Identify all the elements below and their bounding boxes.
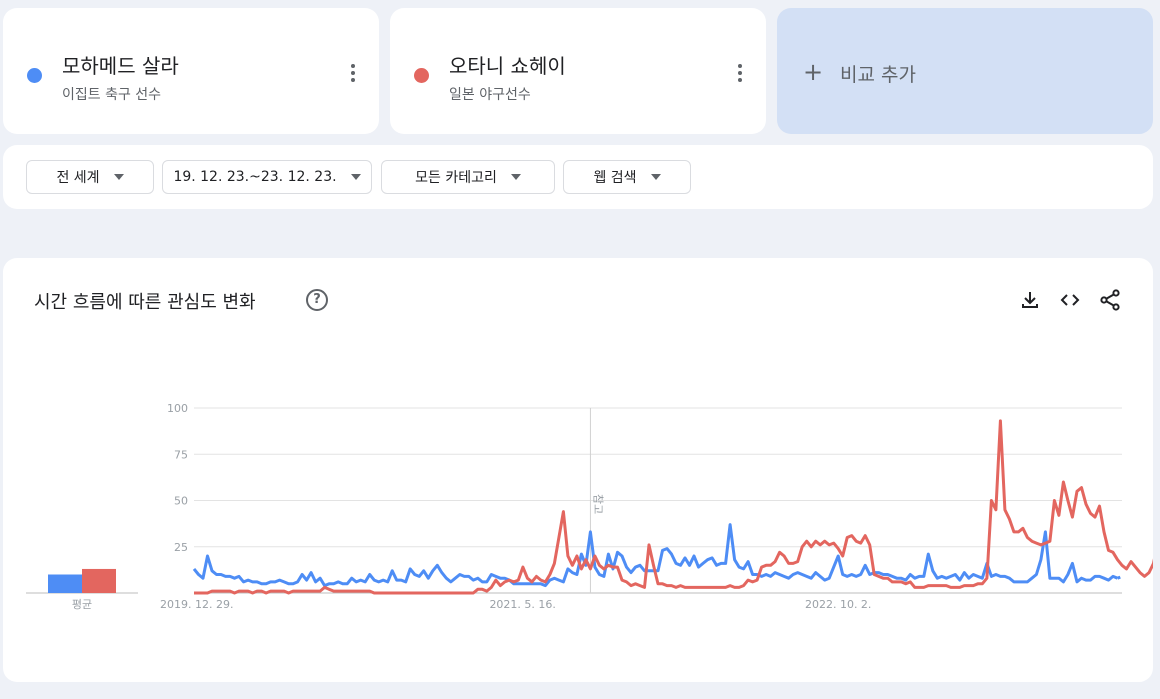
- series-partial-segment-1: [1116, 575, 1123, 580]
- term-subtitle: 이집트 축구 선수: [62, 87, 162, 103]
- dropdown-caret-icon: [510, 174, 521, 180]
- more-vert-icon[interactable]: [736, 64, 744, 84]
- y-tick-label: 25: [174, 541, 188, 554]
- term-card-ohtani[interactable]: 오타니 쇼헤이 일본 야구선수: [390, 8, 766, 134]
- chart-title: 시간 흐름에 따른 관심도 변화: [34, 292, 256, 313]
- add-comparison-button[interactable]: + 비교 추가: [777, 8, 1153, 134]
- term-color-dot: [414, 68, 429, 83]
- category-filter[interactable]: 모든 카테고리: [381, 160, 555, 194]
- code-icon[interactable]: [1058, 288, 1082, 312]
- help-icon[interactable]: ?: [306, 289, 328, 311]
- filter-bar: 전 세계 19. 12. 23.~23. 12. 23. 모든 카테고리 웹 검…: [3, 145, 1153, 209]
- term-name[interactable]: 모하메드 살라: [62, 54, 179, 78]
- interest-chart: 25 50 75 100 참고 2019. 12. 29. 2021. 5. 16. 2022…: [26, 402, 1153, 611]
- average-bar-2: [82, 568, 116, 593]
- region-filter[interactable]: 전 세계: [26, 160, 154, 194]
- term-card-salah[interactable]: 모하메드 살라 이집트 축구 선수: [3, 8, 379, 134]
- average-bar-1: [48, 574, 82, 593]
- date-range-label: 19. 12. 23.~23. 12. 23.: [173, 169, 337, 185]
- dropdown-caret-icon: [113, 174, 124, 180]
- interest-over-time-card: 시간 흐름에 따른 관심도 변화 ? 25 50 75 100 참고 2019. 12. …: [3, 258, 1153, 682]
- series-line-2: [194, 419, 1153, 595]
- search-type-label: 웹 검색: [593, 170, 637, 186]
- x-tick-label: 2019. 12. 29.: [160, 598, 233, 611]
- x-tick-label: 2022. 10. 2.: [805, 598, 871, 611]
- x-tick-label: 2021. 5. 16.: [489, 598, 555, 611]
- region-filter-label: 전 세계: [56, 170, 100, 186]
- add-comparison-label: 비교 추가: [840, 64, 916, 86]
- term-color-dot: [27, 68, 42, 83]
- term-name[interactable]: 오타니 쇼헤이: [449, 54, 566, 78]
- y-tick-label: 100: [167, 402, 188, 415]
- date-range-filter[interactable]: 19. 12. 23.~23. 12. 23.: [162, 160, 372, 194]
- more-vert-icon[interactable]: [349, 64, 357, 84]
- download-icon[interactable]: [1018, 288, 1042, 312]
- average-label: 평균: [72, 598, 92, 611]
- share-icon[interactable]: [1098, 288, 1122, 312]
- y-tick-label: 75: [174, 448, 188, 461]
- dropdown-caret-icon: [650, 174, 661, 180]
- term-subtitle: 일본 야구선수: [449, 87, 531, 103]
- annotation-label: 참고: [591, 494, 604, 514]
- dropdown-caret-icon: [350, 174, 361, 180]
- category-label: 모든 카테고리: [415, 170, 497, 186]
- search-type-filter[interactable]: 웹 검색: [563, 160, 691, 194]
- y-tick-label: 50: [174, 495, 188, 508]
- plus-icon: +: [803, 58, 824, 86]
